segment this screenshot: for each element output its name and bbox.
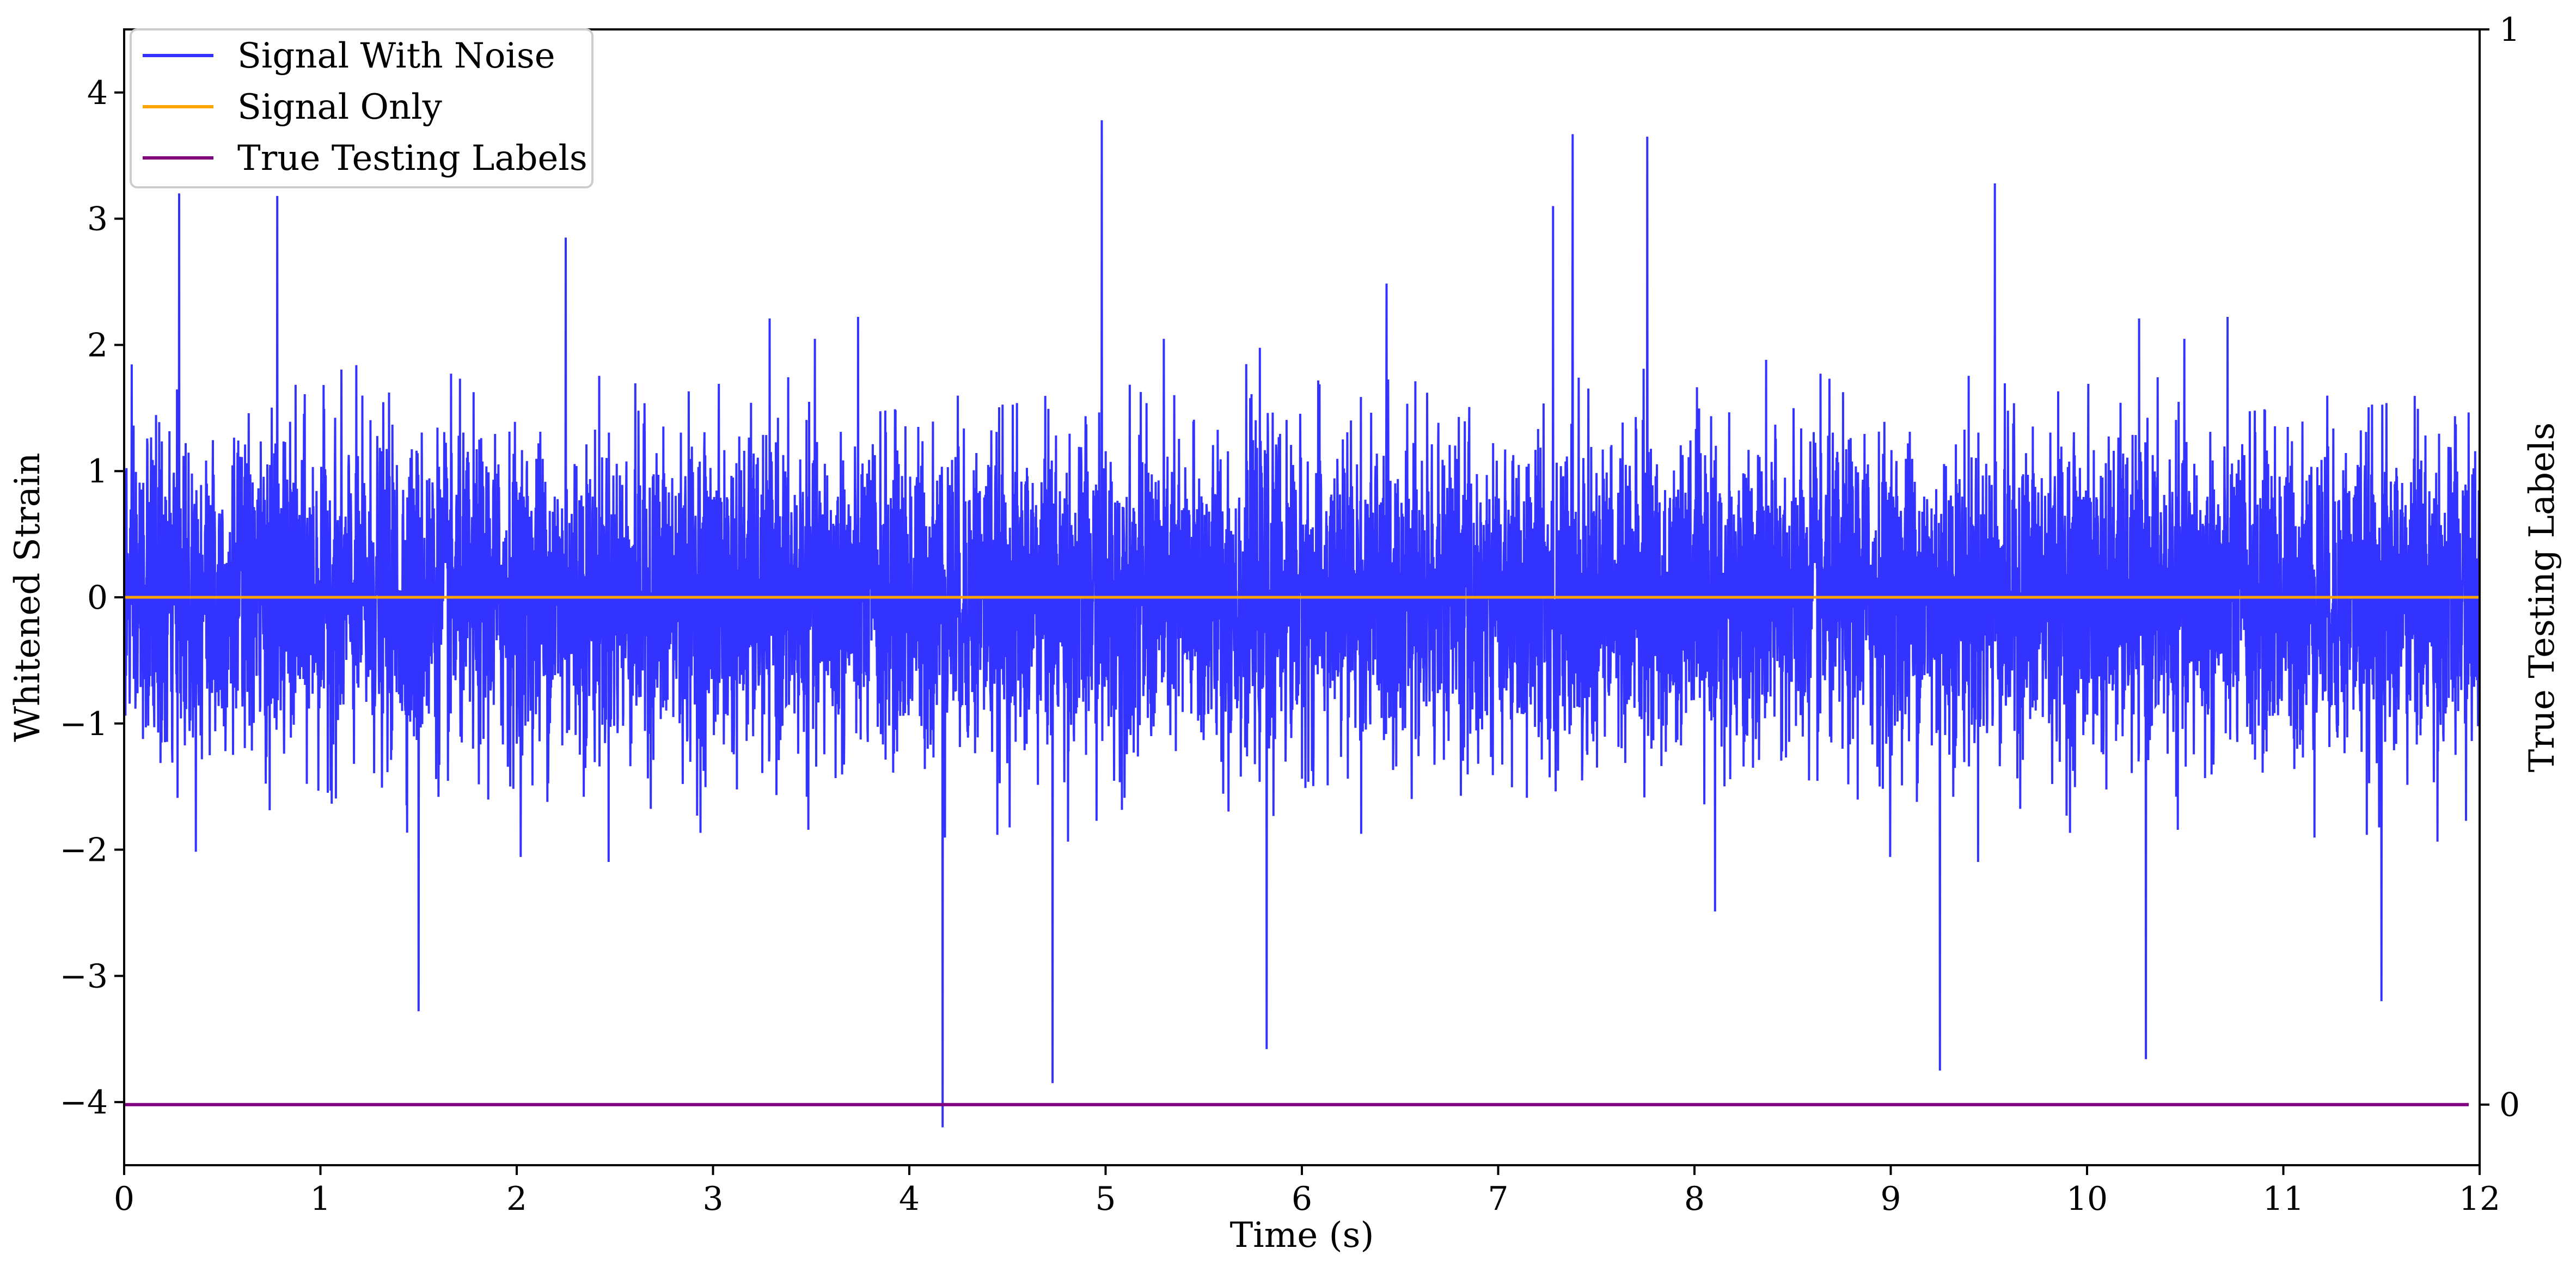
y-tick-label: 0 (87, 579, 108, 617)
x-tick-label: 0 (114, 1180, 134, 1218)
x-tick-label: 9 (1880, 1180, 1901, 1218)
legend-label-signal-only: Signal Only (237, 87, 442, 127)
y-tick-label: −4 (60, 1084, 108, 1122)
x-tick-label: 7 (1488, 1180, 1508, 1218)
x-tick-label: 1 (310, 1180, 331, 1218)
x-tick-label: 2 (506, 1180, 527, 1218)
x-axis: 0 1 2 3 4 5 6 7 8 9 10 11 12 (114, 1165, 2500, 1218)
y-tick-label: −1 (60, 705, 108, 743)
legend-box (130, 28, 593, 188)
x-tick-label: 6 (1292, 1180, 1312, 1218)
legend: Signal With Noise Signal Only True Testi… (130, 28, 593, 188)
y2-tick-label: 1 (2499, 11, 2520, 49)
x-tick-label: 3 (702, 1180, 723, 1218)
y2-axis-label: True Testing Labels (2522, 423, 2562, 773)
signal-with-noise-line (124, 120, 2480, 1128)
y-axis-right: 01 (2480, 11, 2520, 1124)
y-axis-label: Whitened Strain (8, 452, 48, 742)
y-tick-label: −2 (60, 831, 108, 870)
x-axis-label: Time (s) (1230, 1215, 1374, 1256)
legend-label-signal-with-noise: Signal With Noise (237, 36, 555, 76)
x-tick-label: 12 (2459, 1180, 2500, 1218)
y-tick-label: −3 (60, 957, 108, 995)
y-tick-label: 4 (87, 74, 108, 112)
legend-label-true-testing-labels: True Testing Labels (237, 138, 588, 179)
x-tick-label: 5 (1095, 1180, 1116, 1218)
y-axis-left: −4 −3 −2 −1 0 1 2 3 4 (60, 74, 124, 1122)
y-tick-label: 1 (87, 452, 108, 491)
y-tick-label: 2 (87, 326, 108, 364)
y-tick-label: 3 (87, 200, 108, 238)
x-tick-label: 11 (2262, 1180, 2304, 1218)
x-tick-label: 10 (2066, 1180, 2108, 1218)
y2-tick-label: 0 (2499, 1086, 2520, 1124)
x-tick-label: 8 (1684, 1180, 1705, 1218)
x-tick-label: 4 (899, 1180, 920, 1218)
signal-with-noise-series (124, 120, 2480, 1128)
